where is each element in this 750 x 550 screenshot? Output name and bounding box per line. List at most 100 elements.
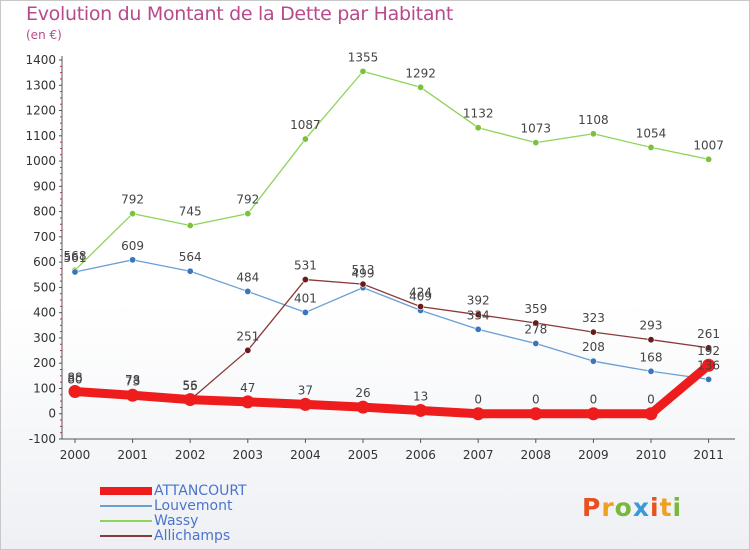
data-label-wassy: 1087 [290, 118, 321, 132]
data-label-louvemont: 168 [640, 350, 663, 364]
data-point-allichamps [589, 328, 597, 336]
data-point-louvemont [301, 308, 309, 316]
data-label-attancourt: 0 [532, 393, 540, 407]
data-label-attancourt: 47 [240, 381, 255, 395]
legend-label: Louvemont [154, 498, 233, 514]
proxiti-logo: Proxiti [582, 493, 682, 522]
y-tick-label: 1400 [25, 53, 56, 67]
data-label-wassy: 568 [64, 249, 87, 263]
y-tick-label: 100 [33, 381, 56, 395]
data-label-allichamps: 251 [236, 329, 259, 343]
data-label-allichamps: 293 [640, 319, 663, 333]
data-label-allichamps: 80 [67, 373, 82, 387]
y-tick-label: 1200 [25, 104, 56, 118]
y-tick-label: 1000 [25, 154, 56, 168]
data-point-attancourt [241, 395, 255, 409]
data-label-wassy: 745 [179, 204, 202, 218]
data-label-louvemont: 334 [467, 308, 490, 322]
x-tick-label: 2000 [60, 448, 91, 462]
x-tick-label: 2011 [693, 448, 724, 462]
x-tick-label: 2007 [463, 448, 494, 462]
data-label-attancourt: 88 [67, 370, 82, 384]
legend-item-allichamps: Allichamps [100, 529, 247, 544]
y-tick-label: 0 [48, 407, 56, 421]
x-tick-label: 2004 [290, 448, 321, 462]
series-line-attancourt [70, 360, 714, 419]
data-point-attancourt [644, 407, 658, 421]
data-label-allichamps: 392 [467, 294, 490, 308]
data-point-louvemont [474, 325, 482, 333]
logo-letter: P [582, 493, 602, 522]
data-label-attancourt: 37 [298, 383, 313, 397]
data-point-attancourt [702, 358, 716, 372]
data-label-louvemont: 609 [121, 239, 144, 253]
chart-subtitle: (en €) [26, 28, 62, 42]
data-point-wassy [474, 124, 482, 132]
data-label-attancourt: 73 [125, 374, 140, 388]
data-point-allichamps [359, 280, 367, 288]
x-tick-label: 2006 [405, 448, 436, 462]
y-tick-label: 600 [33, 255, 56, 269]
y-tick-label: 900 [33, 179, 56, 193]
data-label-attancourt: 0 [474, 393, 482, 407]
data-label-attancourt: 0 [590, 393, 598, 407]
data-point-allichamps [474, 311, 482, 319]
data-point-louvemont [705, 375, 713, 383]
data-point-wassy [532, 139, 540, 147]
y-tick-label: 300 [33, 331, 56, 345]
data-label-allichamps: 261 [697, 327, 720, 341]
logo-letter: r [601, 493, 615, 522]
x-tick-label: 2008 [521, 448, 552, 462]
series-line-wassy [74, 70, 710, 271]
y-tick-label: 200 [33, 356, 56, 370]
data-point-wassy [186, 221, 194, 229]
data-point-wassy [244, 210, 252, 218]
y-tick-label: -100 [29, 432, 56, 446]
axes: -100010020030040050060070080090010001100… [25, 53, 735, 462]
data-label-allichamps: 424 [409, 286, 432, 300]
legend-label: ATTANCOURT [154, 483, 247, 499]
data-point-louvemont [647, 367, 655, 375]
x-tick-label: 2003 [233, 448, 264, 462]
data-label-allichamps: 359 [524, 302, 547, 316]
logo-letter: o [614, 493, 633, 522]
x-tick-label: 2010 [636, 448, 667, 462]
data-label-attancourt: 192 [697, 344, 720, 358]
data-labels: 5687927457921087135512921132107311081054… [64, 50, 724, 406]
data-point-wassy [301, 135, 309, 143]
data-point-attancourt [414, 403, 428, 417]
data-label-louvemont: 564 [179, 250, 202, 264]
data-point-attancourt [298, 397, 312, 411]
data-point-louvemont [71, 268, 79, 276]
data-label-wassy: 1054 [636, 126, 667, 140]
data-label-louvemont: 136 [697, 358, 720, 372]
data-point-allichamps [705, 344, 713, 352]
data-point-louvemont [186, 267, 194, 275]
logo-letter: x [632, 493, 650, 522]
data-point-attancourt [586, 407, 600, 421]
x-tick-label: 2002 [175, 448, 206, 462]
data-point-wassy [129, 210, 137, 218]
data-label-allichamps: 78 [125, 373, 140, 387]
data-point-louvemont [129, 256, 137, 264]
data-label-attancourt: 56 [183, 379, 198, 393]
chart-title: Evolution du Montant de la Dette par Hab… [26, 3, 454, 25]
data-label-attancourt: 13 [413, 389, 428, 403]
data-point-wassy [647, 143, 655, 151]
legend: ATTANCOURT Louvemont Wassy Allichamps [100, 484, 247, 544]
y-tick-label: 500 [33, 280, 56, 294]
data-label-allichamps: 513 [352, 263, 375, 277]
data-point-louvemont [532, 339, 540, 347]
legend-item-wassy: Wassy [100, 514, 247, 529]
data-point-wassy [359, 67, 367, 75]
logo-letter: t [659, 493, 673, 522]
data-point-allichamps [301, 276, 309, 284]
data-label-louvemont: 208 [582, 340, 605, 354]
legend-item-attancourt: ATTANCOURT [100, 484, 247, 499]
data-label-allichamps: 55 [183, 379, 198, 393]
data-label-louvemont: 278 [524, 322, 547, 336]
data-point-attancourt [126, 388, 140, 402]
logo-letter: i [672, 493, 683, 522]
data-point-wassy [705, 155, 713, 163]
